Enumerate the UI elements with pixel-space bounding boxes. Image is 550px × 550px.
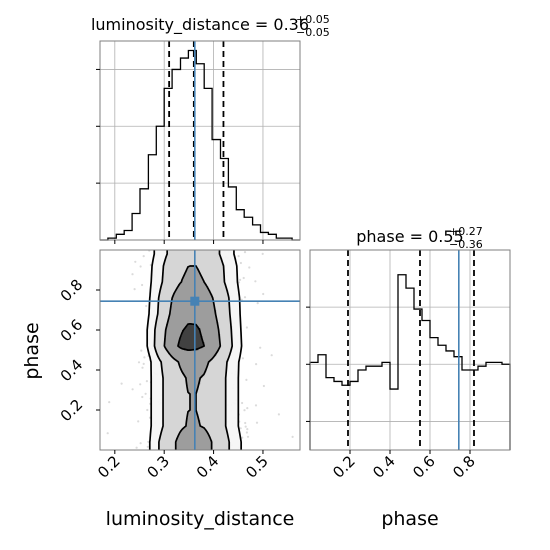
sample-point <box>145 380 148 383</box>
sample-point <box>144 392 147 395</box>
histogram-step-line <box>100 49 300 241</box>
sample-point <box>237 281 241 284</box>
sample-point <box>145 304 148 308</box>
x-tick-label: 0.6 <box>409 452 439 482</box>
y-tick-label: 0.8 <box>57 276 87 306</box>
contour-line <box>153 250 234 450</box>
sample-point <box>245 326 248 329</box>
sample-point <box>241 357 244 360</box>
sample-point <box>131 388 134 391</box>
sample-point <box>256 302 259 305</box>
sample-point <box>133 288 136 291</box>
sample-point <box>237 255 240 258</box>
sample-point <box>243 251 247 254</box>
sample-point <box>254 280 257 283</box>
sample-point <box>142 255 145 258</box>
sample-point <box>255 421 259 424</box>
x-tick-label: 0.2 <box>329 452 359 482</box>
joint-plot-area <box>106 250 294 450</box>
y-tick-label: 0.6 <box>57 316 87 346</box>
sample-point <box>261 252 264 255</box>
panel-frame <box>99 40 301 241</box>
sample-point <box>246 428 249 431</box>
x-tick-label: 0.8 <box>449 452 479 482</box>
sample-point <box>142 362 145 365</box>
sample-point <box>131 273 134 276</box>
density-level-fill <box>178 324 205 351</box>
luminosity-distance-title-upper-error: +0.05 <box>296 13 330 26</box>
x-tick-label: 0.4 <box>369 452 399 482</box>
joint-density-panel: 0.2 0.3 0.4 0.5 0.2 0.4 0.6 0.8 <box>57 249 301 482</box>
sample-point <box>259 346 262 349</box>
sample-point <box>140 349 143 352</box>
x-tick-label: 0.5 <box>242 452 272 482</box>
luminosity-distance-histogram-panel: luminosity_distance = 0.36 +0.05 −0.05 <box>91 13 330 244</box>
y-tick-label: 0.2 <box>57 396 87 426</box>
x-axis-label-luminosity-distance: luminosity_distance <box>106 508 295 530</box>
contour-line <box>163 265 222 450</box>
sample-point <box>245 378 248 381</box>
sample-point <box>139 265 142 268</box>
sample-point <box>108 401 111 404</box>
x-axis-label-phase: phase <box>381 508 438 530</box>
sample-point <box>291 435 294 438</box>
sample-point <box>139 383 142 386</box>
sample-point <box>243 296 247 299</box>
panel-frame <box>309 249 511 451</box>
sample-point <box>137 420 140 423</box>
sample-point <box>139 442 142 445</box>
luminosity-distance-title: luminosity_distance = 0.36 <box>91 15 309 35</box>
sample-point <box>243 409 246 412</box>
sample-point <box>141 395 144 399</box>
sample-point <box>241 401 244 405</box>
sample-point <box>246 435 250 438</box>
truth-marker <box>190 296 200 306</box>
density-level-fill <box>164 266 221 450</box>
y-tick-label: 0.4 <box>57 356 87 386</box>
sample-point <box>255 363 258 366</box>
sample-point <box>244 425 247 428</box>
sample-point <box>246 407 249 410</box>
sample-point <box>277 413 280 416</box>
x-tick-label: 0.4 <box>193 452 223 482</box>
sample-point <box>137 361 141 364</box>
sample-point <box>106 432 109 435</box>
sample-point <box>147 440 150 443</box>
sample-point <box>239 261 242 265</box>
sample-point <box>254 404 258 407</box>
histogram-step-line <box>309 274 511 450</box>
sample-point <box>141 366 144 369</box>
sample-point <box>135 446 138 449</box>
phase-title: phase = 0.55 <box>356 227 463 246</box>
sample-point <box>244 421 247 425</box>
sample-point <box>241 436 244 439</box>
sample-point <box>270 354 273 357</box>
sample-point <box>239 427 242 430</box>
phase-title-upper-error: +0.27 <box>449 225 483 238</box>
phase-histogram-panel: phase = 0.55 +0.27 −0.36 0.2 0.4 0.6 0.8 <box>306 225 511 482</box>
sample-point <box>146 445 149 448</box>
sample-point <box>248 266 251 269</box>
sample-point <box>120 382 123 385</box>
x-tick-label: 0.3 <box>143 452 173 482</box>
luminosity-distance-title-lower-error: −0.05 <box>296 26 330 39</box>
sample-point <box>262 292 265 296</box>
sample-point <box>146 408 149 412</box>
contour-lines <box>146 250 243 450</box>
sample-point <box>134 260 137 263</box>
sample-point <box>141 283 144 287</box>
phase-title-lower-error: −0.36 <box>449 238 483 251</box>
sample-point <box>242 276 245 280</box>
sample-point <box>245 431 248 434</box>
x-tick-label: 0.2 <box>94 452 124 482</box>
panel-frame <box>99 249 301 451</box>
sample-point <box>143 356 146 359</box>
y-axis-label-phase: phase <box>21 322 43 379</box>
sample-point <box>240 298 243 301</box>
sample-point <box>262 384 265 388</box>
contour-line <box>146 250 243 450</box>
sample-point <box>239 278 242 281</box>
